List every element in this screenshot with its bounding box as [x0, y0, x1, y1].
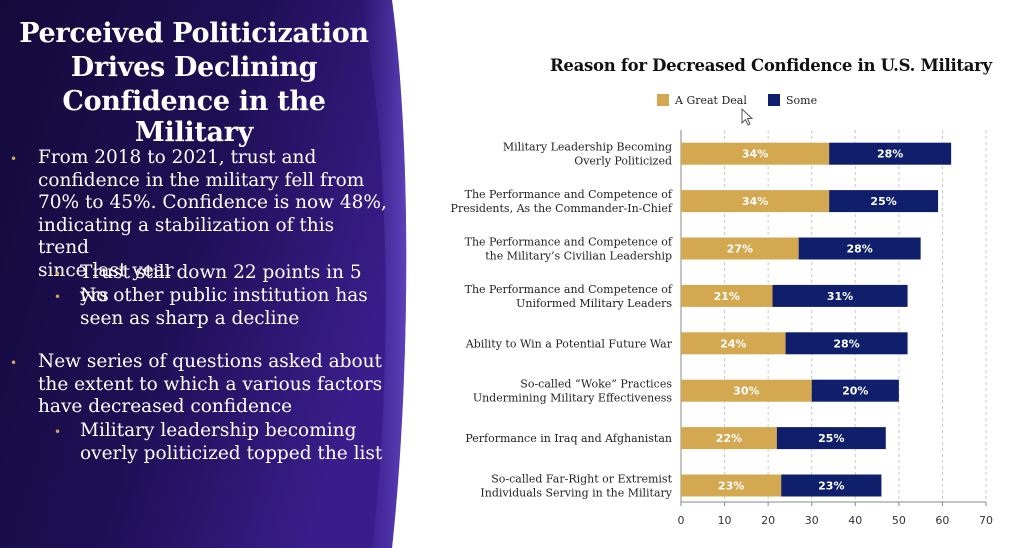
bar-value-label: 28%: [833, 337, 859, 350]
x-tick-label: 0: [678, 514, 685, 527]
bar-value-label: 23%: [818, 480, 844, 493]
bullet-point: From 2018 to 2021, trust and confidence i…: [38, 147, 388, 283]
legend-item-some: Some: [768, 93, 817, 107]
legend-label-great-deal: A Great Deal: [675, 93, 747, 107]
bullet-line: New series of questions asked about: [38, 351, 382, 372]
bar-great-deal: [681, 142, 830, 165]
bullet-line: since last year: [38, 259, 174, 281]
category-label: The Performance and Competence of: [465, 236, 673, 249]
bar-value-label: 21%: [714, 290, 740, 303]
bullet-line: Trust still down 22 points in 5 yrs: [80, 262, 362, 306]
bullet-line: From 2018 to 2021, trust and: [38, 147, 317, 168]
bar-great-deal: [681, 332, 786, 355]
category-label: So-called Far-Right or Extremist: [491, 473, 672, 486]
slide-title-line: Drives Declining: [70, 52, 318, 83]
category-label: Presidents, As the Commander-In-Chief: [451, 202, 673, 215]
bar-some: [829, 142, 952, 165]
category-label: Uniformed Military Leaders: [516, 297, 672, 310]
bullet-line: confidence in the military fell from: [38, 169, 365, 191]
bar-value-label: 20%: [842, 385, 868, 398]
bullet-line: seen as sharp a decline: [80, 307, 300, 329]
bar-value-label: 22%: [716, 432, 742, 445]
x-tick-label: 70: [979, 514, 993, 527]
bullet-marker: •: [54, 267, 62, 281]
sub-bullet-point: Military leadership becoming overly polit…: [80, 420, 390, 465]
bar-some: [811, 379, 899, 402]
bullet-marker: •: [10, 356, 18, 370]
bar-value-label: 25%: [818, 432, 844, 445]
bar-great-deal: [681, 474, 782, 497]
bullet-point: New series of questions asked about the e…: [38, 351, 388, 419]
bar-some: [781, 474, 882, 497]
category-label: Overly Politicized: [574, 155, 672, 168]
bar-great-deal: [681, 237, 799, 260]
bar-value-label: 34%: [742, 195, 768, 208]
sub-bullet-point: No other public institution has seen as s…: [80, 285, 390, 330]
bar-value-label: 28%: [846, 243, 872, 256]
category-label: Military Leadership Becoming: [503, 141, 672, 154]
bar-great-deal: [681, 379, 812, 402]
bar-value-label: 27%: [727, 243, 753, 256]
slide-title-line: Perceived Politicization: [19, 18, 369, 49]
legend-item-great-deal: A Great Deal: [657, 93, 747, 107]
bar-value-label: 30%: [733, 385, 759, 398]
bar-value-label: 31%: [827, 290, 853, 303]
x-tick-label: 60: [935, 514, 949, 527]
bullet-line: have decreased confidence: [38, 396, 293, 418]
legend-swatch-great-deal: [657, 94, 669, 106]
bar-great-deal: [681, 190, 830, 213]
bar-some: [829, 190, 939, 213]
x-tick-label: 30: [805, 514, 819, 527]
x-tick-label: 40: [848, 514, 862, 527]
category-label: the Military’s Civilian Leadership: [485, 250, 672, 263]
sub-bullet-point: Trust still down 22 points in 5 yrs: [80, 262, 390, 307]
category-label: So-called “Woke” Practices: [520, 378, 672, 391]
category-label: Performance in Iraq and Afghanistan: [465, 432, 672, 445]
bar-great-deal: [681, 284, 773, 307]
category-label: Undermining Military Effectiveness: [473, 392, 673, 405]
legend-swatch-some: [768, 94, 780, 106]
bullet-marker: •: [54, 290, 62, 304]
slide-text: Perceived Politicization Drives Declining…: [0, 0, 400, 548]
category-label: Ability to Win a Potential Future War: [465, 337, 673, 350]
bullet-marker: •: [54, 425, 62, 439]
x-tick-label: 10: [718, 514, 732, 527]
bar-value-label: 24%: [720, 337, 746, 350]
bar-value-label: 28%: [877, 148, 903, 161]
category-label: The Performance and Competence of: [465, 188, 673, 201]
category-label: The Performance and Competence of: [465, 283, 673, 296]
bullet-line: No other public institution has: [80, 285, 368, 306]
x-tick-label: 50: [892, 514, 906, 527]
mouse-cursor-icon: [741, 108, 754, 126]
bar-some: [772, 284, 908, 307]
bar-value-label: 25%: [870, 195, 896, 208]
category-label: Individuals Serving in the Military: [480, 487, 672, 500]
bar-value-label: 34%: [742, 148, 768, 161]
slide-title-line: Confidence in the Military: [62, 86, 326, 148]
bullet-line: 70% to 45%. Confidence is now 48%,: [38, 192, 387, 214]
legend-label-some: Some: [786, 93, 818, 107]
bullet-line: indicating a stabilization of this trend: [38, 214, 335, 259]
bullet-line: overly politicized topped the list: [80, 442, 383, 464]
x-tick-label: 20: [761, 514, 775, 527]
bullet-marker: •: [10, 152, 18, 166]
bar-some: [785, 332, 908, 355]
bullet-line: the extent to which a various factors: [38, 373, 383, 395]
bar-some: [776, 427, 886, 450]
chart-title: Reason for Decreased Confidence in U.S. …: [550, 56, 992, 75]
bar-some: [798, 237, 921, 260]
bullet-line: Military leadership becoming: [80, 420, 357, 441]
bar-great-deal: [681, 427, 777, 450]
bar-value-label: 23%: [718, 480, 744, 493]
